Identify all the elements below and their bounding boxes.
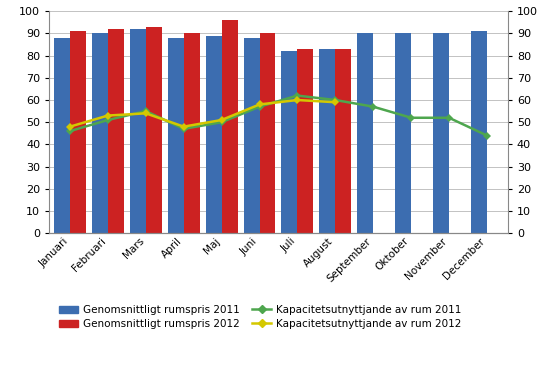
Bar (335, 49, 351, 233)
Legend: Genomsnittligt rumspris 2011, Genomsnittligt rumspris 2012, Kapacitetsutnyttjand: Genomsnittligt rumspris 2011, Genomsnitt… (59, 305, 461, 329)
Bar (319, 49, 335, 233)
Bar (70, 31, 86, 233)
Bar (206, 36, 222, 233)
Bar (298, 49, 313, 233)
Bar (146, 27, 162, 233)
Bar (282, 51, 298, 233)
Bar (168, 38, 183, 233)
Bar (54, 38, 70, 233)
Bar (222, 20, 238, 233)
Bar (471, 31, 487, 233)
Bar (433, 33, 449, 233)
Bar (244, 38, 259, 233)
Bar (183, 33, 200, 233)
Bar (108, 29, 124, 233)
Bar (92, 33, 108, 233)
Bar (395, 33, 411, 233)
Bar (259, 33, 275, 233)
Bar (357, 33, 373, 233)
Bar (130, 29, 146, 233)
